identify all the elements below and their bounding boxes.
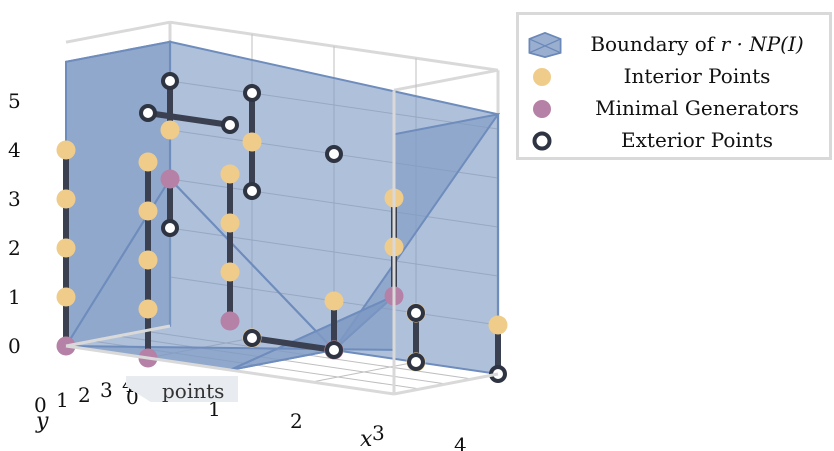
- y-tick-label: 1: [56, 388, 69, 412]
- x-tick-label: 2: [290, 409, 303, 433]
- interior-point: [138, 152, 158, 172]
- minimal-generator-point: [220, 311, 240, 331]
- z-tick-label: 4: [8, 138, 21, 162]
- exterior-point: [243, 182, 261, 200]
- y-tick-label: 0: [34, 393, 47, 417]
- exterior-point: [407, 304, 425, 322]
- bounding-box-front: [65, 90, 499, 396]
- interior-point: [220, 164, 240, 184]
- interior-point: [56, 140, 76, 160]
- z-tick-label: 0: [8, 334, 21, 358]
- legend-item-surface: Boundary of r · NP(I): [519, 29, 829, 59]
- exterior-point: [325, 145, 343, 163]
- overlay-label: points: [126, 376, 238, 402]
- generator-point-icon: [533, 100, 551, 118]
- box-edge-front: [393, 372, 499, 396]
- interior-point: [242, 132, 262, 152]
- z-tick-label: 3: [8, 187, 21, 211]
- interior-point-icon: [533, 68, 551, 86]
- legend: Boundary of r · NP(I) Interior Points Mi…: [516, 12, 832, 160]
- legend-label-interior: Interior Points: [623, 64, 771, 88]
- exterior-point: [161, 72, 179, 90]
- interior-point: [56, 189, 76, 209]
- box-edge-back: [65, 20, 171, 44]
- interior-point: [324, 291, 344, 311]
- x-tick-label: 4: [454, 433, 467, 451]
- overlay-label-text: points: [162, 379, 225, 402]
- exterior-point-icon: [532, 131, 552, 151]
- z-tick-label: 5: [8, 89, 21, 113]
- minimal-generator-point: [160, 169, 180, 189]
- series-exterior-points: [139, 72, 507, 383]
- legend-label-generators: Minimal Generators: [595, 96, 799, 120]
- interior-point: [138, 201, 158, 221]
- y-tick-label: 2: [78, 383, 91, 407]
- exterior-point: [325, 341, 343, 359]
- legend-item-interior: Interior Points: [519, 61, 829, 91]
- y-axis-title: y: [35, 409, 49, 434]
- connector-segment: [145, 110, 233, 128]
- legend-label-exterior: Exterior Points: [621, 128, 773, 152]
- z-tick-label: 2: [8, 236, 21, 260]
- interior-point: [138, 299, 158, 319]
- box-edge-front: [65, 324, 171, 348]
- interior-point: [56, 238, 76, 258]
- exterior-point: [139, 104, 157, 122]
- exterior-point: [161, 219, 179, 237]
- y-tick-label: 3: [100, 378, 113, 402]
- box-edge-back: [393, 68, 499, 92]
- data-markers: [56, 72, 508, 383]
- interior-point: [220, 213, 240, 233]
- connector-segment: [249, 335, 337, 353]
- exterior-point: [221, 116, 239, 134]
- x-tick-label: 3: [372, 421, 385, 445]
- z-tick-label: 1: [8, 285, 21, 309]
- legend-item-exterior: Exterior Points: [519, 125, 829, 155]
- legend-item-generators: Minimal Generators: [519, 93, 829, 123]
- exterior-point: [243, 84, 261, 102]
- surface-swatch-icon: [528, 32, 562, 58]
- x-axis-title: x: [360, 427, 373, 451]
- tick-labels: 0123450123401234: [8, 89, 467, 451]
- interior-point: [220, 262, 240, 282]
- legend-label-surface-math: r · NP(I): [720, 32, 804, 56]
- interior-point: [160, 120, 180, 140]
- interior-point: [138, 250, 158, 270]
- x-tick-label: 1: [208, 397, 221, 421]
- box-edge-front: [65, 344, 395, 396]
- exterior-point: [243, 329, 261, 347]
- box-edge-back: [169, 20, 499, 72]
- interior-point: [56, 287, 76, 307]
- exterior-point: [407, 353, 425, 371]
- legend-label-surface-prefix: Boundary of: [590, 32, 721, 56]
- boundary-surface: [64, 40, 501, 376]
- interior-point: [488, 315, 508, 335]
